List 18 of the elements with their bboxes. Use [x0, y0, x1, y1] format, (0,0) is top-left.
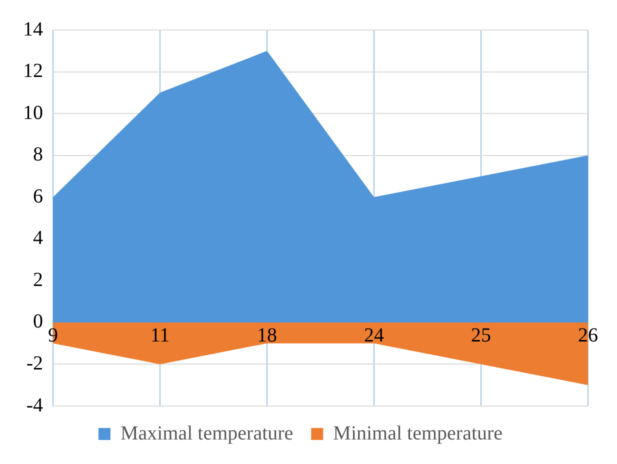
y-tick-label: 10 — [23, 102, 43, 124]
y-tick-label: 12 — [23, 60, 43, 82]
y-tick-label: 6 — [33, 185, 43, 208]
x-tick-label: 24 — [364, 324, 384, 347]
y-tick-label: 4 — [33, 227, 43, 250]
legend-label: Maximal temperature — [120, 422, 294, 444]
y-tick-label: -4 — [26, 394, 43, 416]
x-tick-label: 9 — [48, 324, 58, 347]
y-tick-label: 8 — [33, 144, 43, 166]
x-tick-label: 18 — [257, 324, 277, 347]
y-tick-label: 14 — [23, 18, 43, 40]
y-tick-label: -2 — [26, 352, 43, 374]
x-tick-label: 11 — [150, 324, 170, 347]
y-tick-label: 2 — [33, 268, 43, 291]
x-tick-label: 25 — [471, 324, 491, 347]
x-tick-label: 26 — [578, 324, 598, 347]
legend-label: Minimal temperature — [333, 422, 503, 444]
y-tick-label: 0 — [33, 310, 43, 333]
